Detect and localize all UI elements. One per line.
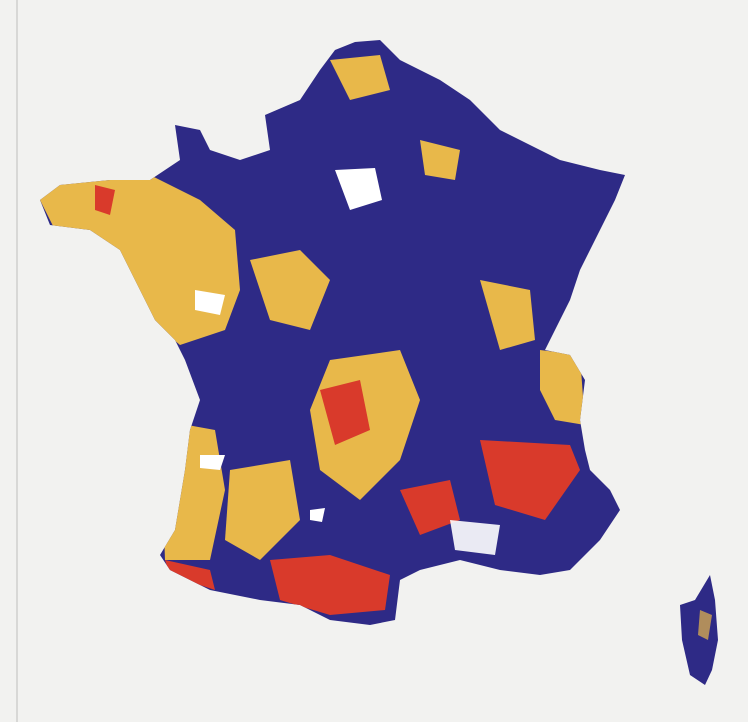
region-yellow [698,610,712,640]
region-white [335,168,382,210]
region-red [95,185,115,215]
region-yellow [480,280,535,350]
region-yellow [40,175,240,345]
region-white [310,508,325,522]
region-red [270,555,390,615]
region-yellow [330,55,390,100]
region-yellow [540,350,585,425]
region-red [165,560,215,590]
region-red [480,440,580,520]
region-yellow [420,140,460,180]
region-white [450,520,500,555]
region-white [195,290,225,315]
region-yellow [250,250,330,330]
region-red [320,380,370,445]
region-red [400,480,460,535]
region-yellow [225,460,300,560]
regions [40,55,585,615]
region-white [200,455,225,470]
